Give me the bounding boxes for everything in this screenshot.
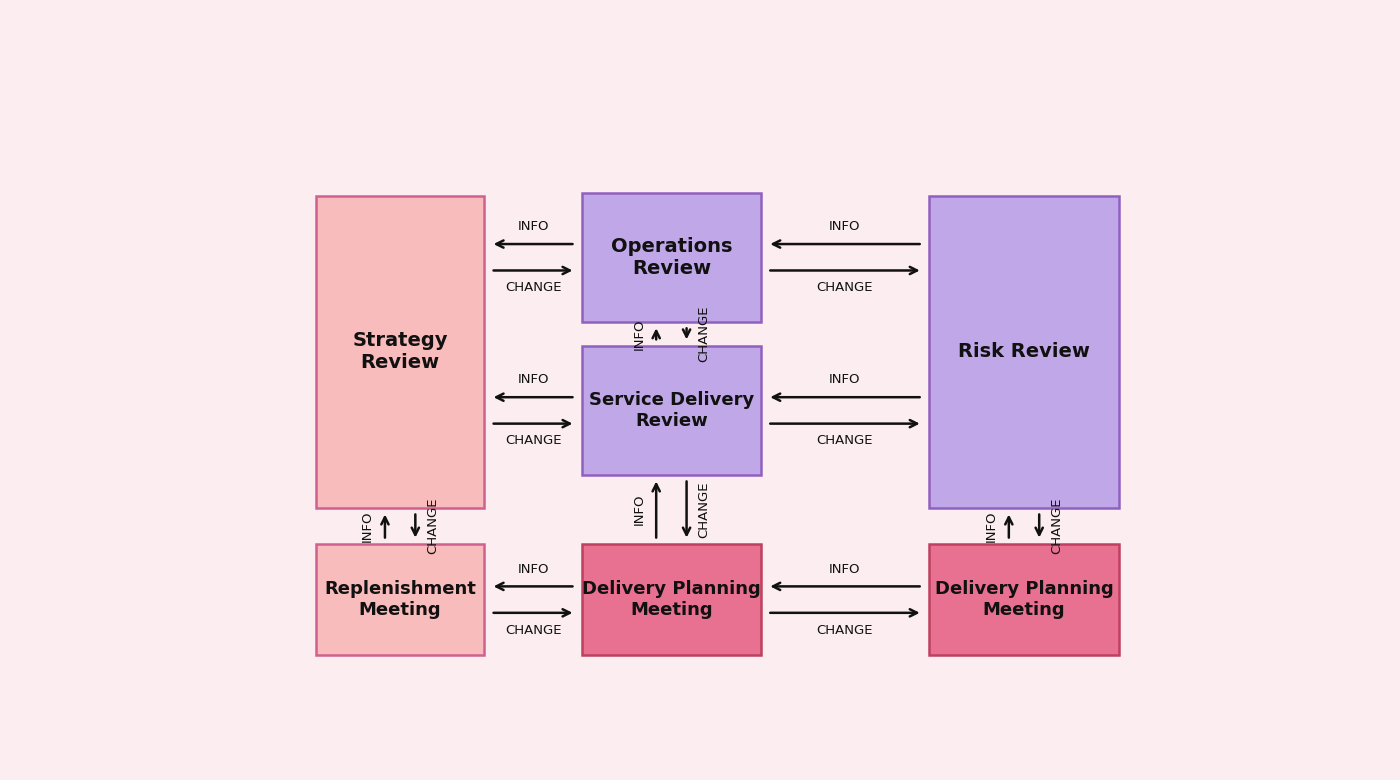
Text: CHANGE: CHANGE	[816, 282, 874, 294]
Text: Operations
Review: Operations Review	[610, 237, 732, 278]
Text: INFO: INFO	[986, 510, 998, 542]
FancyBboxPatch shape	[582, 544, 762, 655]
Text: INFO: INFO	[633, 494, 645, 525]
Text: CHANGE: CHANGE	[505, 282, 561, 294]
Text: Service Delivery
Review: Service Delivery Review	[589, 391, 755, 430]
Text: INFO: INFO	[633, 318, 645, 349]
Text: Delivery Planning
Meeting: Delivery Planning Meeting	[935, 580, 1113, 619]
FancyBboxPatch shape	[316, 196, 484, 508]
Text: CHANGE: CHANGE	[816, 624, 874, 636]
FancyBboxPatch shape	[582, 193, 762, 322]
Text: CHANGE: CHANGE	[505, 434, 561, 448]
FancyBboxPatch shape	[582, 346, 762, 475]
Text: CHANGE: CHANGE	[697, 481, 710, 537]
Text: INFO: INFO	[361, 510, 374, 542]
Text: CHANGE: CHANGE	[426, 498, 440, 555]
Text: INFO: INFO	[829, 220, 861, 233]
Text: INFO: INFO	[517, 374, 549, 386]
Text: INFO: INFO	[517, 562, 549, 576]
Text: CHANGE: CHANGE	[816, 434, 874, 448]
FancyBboxPatch shape	[930, 196, 1119, 508]
Text: INFO: INFO	[829, 374, 861, 386]
Text: Delivery Planning
Meeting: Delivery Planning Meeting	[582, 580, 760, 619]
Text: INFO: INFO	[829, 562, 861, 576]
Text: CHANGE: CHANGE	[697, 306, 710, 362]
Text: CHANGE: CHANGE	[1050, 498, 1063, 555]
FancyBboxPatch shape	[316, 544, 484, 655]
Text: INFO: INFO	[517, 220, 549, 233]
Text: Risk Review: Risk Review	[958, 342, 1091, 361]
Text: CHANGE: CHANGE	[505, 624, 561, 636]
Text: Replenishment
Meeting: Replenishment Meeting	[325, 580, 476, 619]
Text: Strategy
Review: Strategy Review	[353, 332, 448, 372]
FancyBboxPatch shape	[930, 544, 1119, 655]
